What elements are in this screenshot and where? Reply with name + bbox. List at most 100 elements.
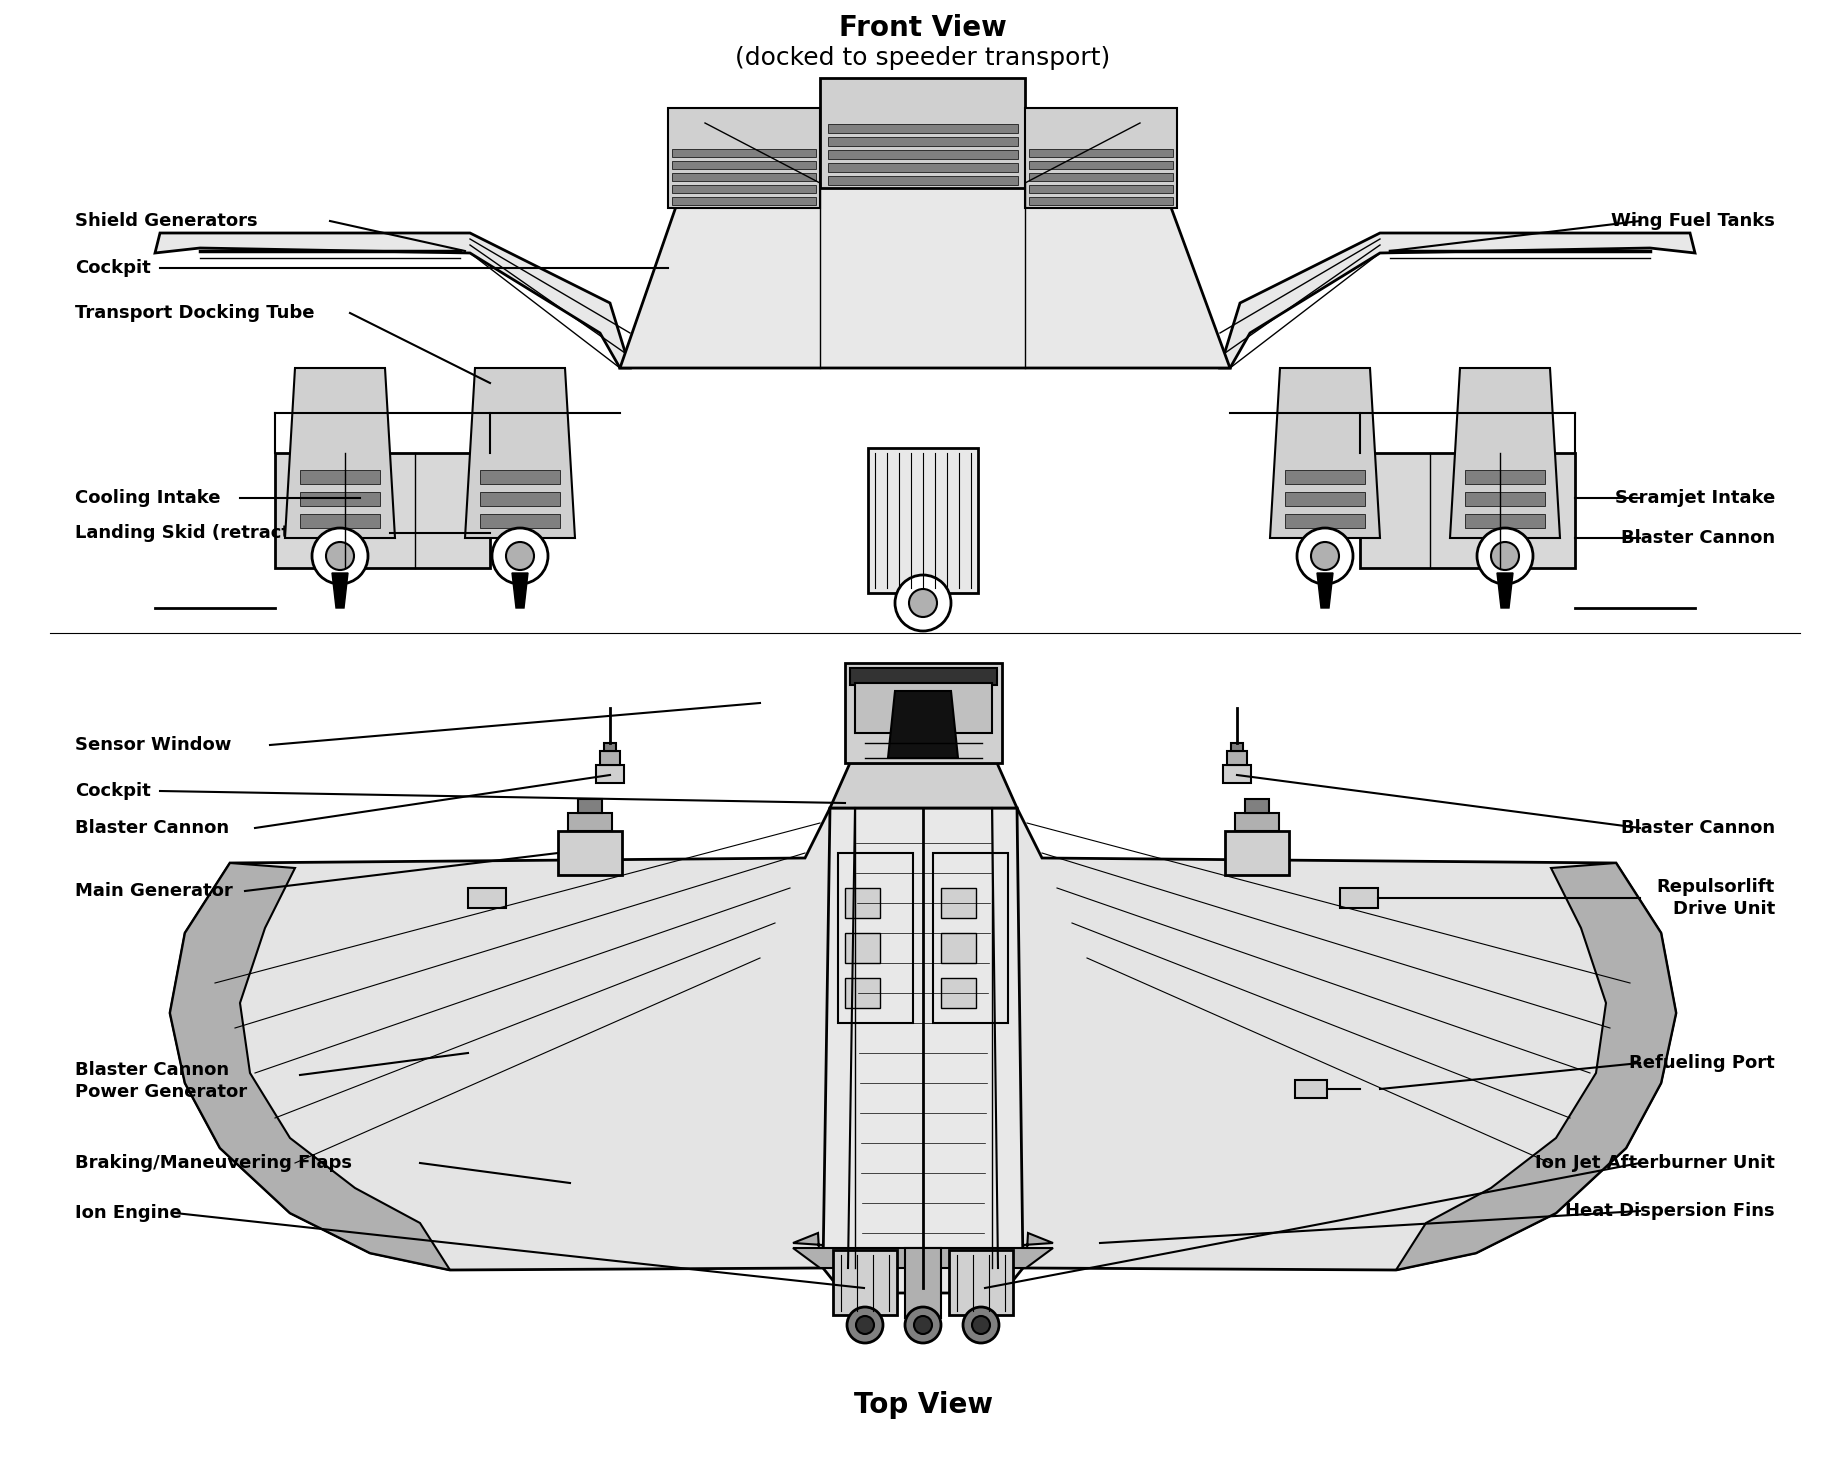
Text: Cooling Intake: Cooling Intake <box>76 489 220 508</box>
Text: Cockpit: Cockpit <box>76 259 151 277</box>
Bar <box>1465 470 1544 484</box>
Bar <box>1029 149 1173 157</box>
Bar <box>1295 1080 1326 1099</box>
Polygon shape <box>621 123 1230 369</box>
Text: Wing Fuel Tanks: Wing Fuel Tanks <box>1611 212 1775 230</box>
Circle shape <box>855 1317 874 1334</box>
Bar <box>1341 888 1378 909</box>
Text: Ion Jet Afterburner Unit: Ion Jet Afterburner Unit <box>1535 1154 1775 1172</box>
Bar <box>1359 454 1575 568</box>
Bar <box>844 663 1003 764</box>
Circle shape <box>896 575 951 631</box>
Bar <box>1223 765 1250 783</box>
Bar <box>467 888 506 909</box>
Polygon shape <box>284 369 395 538</box>
Circle shape <box>491 528 549 584</box>
Text: Cockpit: Cockpit <box>76 783 151 800</box>
Text: Refueling Port: Refueling Port <box>1629 1053 1775 1072</box>
Bar <box>672 198 816 205</box>
Bar <box>827 151 1018 159</box>
Bar <box>1286 492 1365 506</box>
Polygon shape <box>332 573 347 609</box>
Bar <box>820 78 1025 189</box>
Circle shape <box>909 590 936 617</box>
Bar <box>1286 514 1365 528</box>
Bar <box>855 683 992 733</box>
Bar <box>844 977 879 1008</box>
Bar <box>275 454 489 568</box>
Bar <box>833 1249 898 1315</box>
Bar <box>1029 184 1173 193</box>
Bar <box>1029 173 1173 181</box>
Polygon shape <box>1221 233 1696 369</box>
Bar <box>850 669 997 685</box>
Bar <box>949 1249 1012 1315</box>
Bar <box>480 492 560 506</box>
Circle shape <box>1297 528 1354 584</box>
Polygon shape <box>465 369 574 538</box>
Text: Landing Skid (retracted): Landing Skid (retracted) <box>76 524 323 541</box>
Text: Repulsorlift
Drive Unit: Repulsorlift Drive Unit <box>1657 878 1775 919</box>
Text: Top View: Top View <box>853 1391 992 1419</box>
Polygon shape <box>170 863 451 1270</box>
Bar <box>672 184 816 193</box>
Bar <box>940 933 975 963</box>
Polygon shape <box>1396 863 1675 1270</box>
Text: Scramjet Intake: Scramjet Intake <box>1614 489 1775 508</box>
Bar <box>600 751 621 765</box>
Bar <box>839 853 912 1023</box>
Bar <box>827 124 1018 133</box>
Bar <box>1025 108 1177 208</box>
Text: Blaster Cannon
Power Generator: Blaster Cannon Power Generator <box>76 1061 247 1102</box>
Polygon shape <box>170 808 848 1270</box>
Circle shape <box>312 528 368 584</box>
Text: Shield Generators: Shield Generators <box>76 212 257 230</box>
Bar <box>672 149 816 157</box>
Bar <box>1465 514 1544 528</box>
Text: Heat Dispersion Fins: Heat Dispersion Fins <box>1566 1203 1775 1220</box>
Circle shape <box>914 1317 933 1334</box>
Bar <box>578 799 602 813</box>
Polygon shape <box>512 573 528 609</box>
Text: Sensor Window: Sensor Window <box>76 736 231 753</box>
Text: Main Generator: Main Generator <box>76 882 233 900</box>
Bar <box>1226 751 1247 765</box>
Bar <box>868 448 979 593</box>
Bar <box>844 933 879 963</box>
Polygon shape <box>792 1248 1053 1268</box>
Bar <box>1286 470 1365 484</box>
Text: Braking/Maneuvering Flaps: Braking/Maneuvering Flaps <box>76 1154 353 1172</box>
Bar <box>1029 198 1173 205</box>
Bar <box>1236 813 1278 831</box>
Polygon shape <box>1450 369 1561 538</box>
Bar <box>672 161 816 170</box>
Circle shape <box>506 541 534 571</box>
Polygon shape <box>1498 573 1513 609</box>
Polygon shape <box>888 691 959 758</box>
Text: Ion Engine: Ion Engine <box>76 1204 181 1222</box>
Bar <box>1230 743 1243 751</box>
Bar <box>480 514 560 528</box>
Bar <box>669 108 820 208</box>
Circle shape <box>905 1306 940 1343</box>
Circle shape <box>1311 541 1339 571</box>
Bar <box>940 888 975 917</box>
Bar <box>844 888 879 917</box>
Text: Blaster Cannon: Blaster Cannon <box>1622 819 1775 837</box>
Bar <box>597 765 624 783</box>
Bar <box>558 831 622 875</box>
Polygon shape <box>1271 369 1380 538</box>
Circle shape <box>972 1317 990 1334</box>
Circle shape <box>1491 541 1518 571</box>
Bar <box>827 138 1018 146</box>
Polygon shape <box>829 764 1018 808</box>
Polygon shape <box>997 808 1675 1270</box>
Text: Blaster Cannon: Blaster Cannon <box>1622 530 1775 547</box>
Text: Blaster Cannon: Blaster Cannon <box>76 819 229 837</box>
Bar <box>604 743 617 751</box>
Polygon shape <box>155 233 630 369</box>
Bar <box>672 173 816 181</box>
Circle shape <box>962 1306 999 1343</box>
Bar <box>1465 492 1544 506</box>
Text: Transport Docking Tube: Transport Docking Tube <box>76 304 314 322</box>
